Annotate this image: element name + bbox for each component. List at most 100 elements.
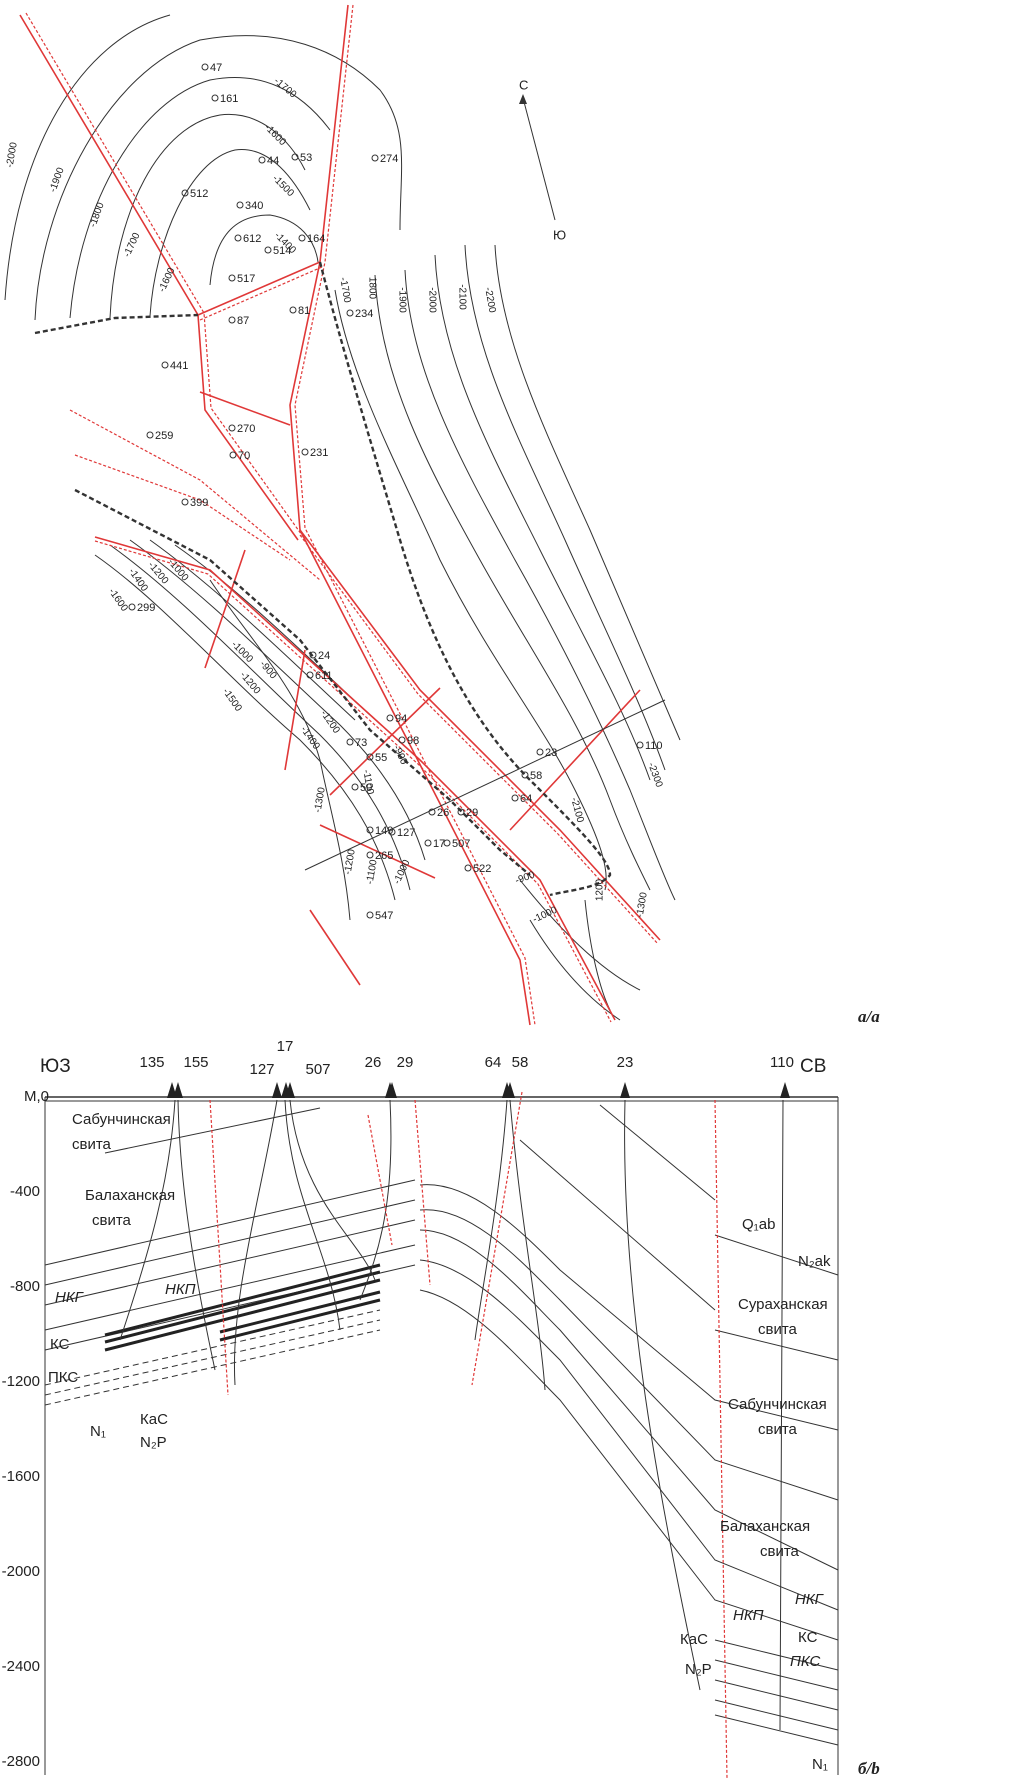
- direction: СВ: [800, 1056, 826, 1077]
- well-head: [272, 1082, 282, 1098]
- well: [181, 498, 189, 506]
- well: [366, 851, 374, 859]
- contour-label: -2000: [5, 141, 20, 169]
- unit-label: свита: [758, 1321, 798, 1338]
- well-label: 507: [305, 1061, 330, 1078]
- unit-label: ПКС: [48, 1369, 78, 1386]
- contour-label: -1700: [122, 231, 143, 259]
- contour-label: -1600: [106, 586, 130, 614]
- unit-label: Балаханская: [720, 1518, 810, 1535]
- contour-label: -1200: [237, 670, 262, 697]
- unit-label: КС: [50, 1336, 70, 1353]
- north-arrow: [522, 97, 556, 221]
- well-label: 50: [360, 782, 372, 794]
- caption: б/b: [858, 1759, 880, 1778]
- contour-label: -1000: [531, 905, 559, 926]
- well: [301, 448, 309, 456]
- contour-label: -1300: [313, 786, 328, 814]
- depth-label: -1200: [2, 1373, 40, 1390]
- contour-label: -1100: [365, 858, 380, 885]
- well: [306, 671, 314, 679]
- well: [511, 794, 519, 802]
- well-label: 522: [473, 863, 491, 875]
- well-label: 26: [437, 807, 449, 819]
- well: [346, 309, 354, 317]
- well: [291, 153, 299, 161]
- well-label: 161: [220, 93, 238, 105]
- well-label: 441: [170, 360, 188, 372]
- well-label: 53: [300, 152, 312, 164]
- well: [443, 839, 451, 847]
- well-label: 340: [245, 200, 263, 212]
- north-arrow-head: [519, 94, 527, 104]
- well-label: 24: [318, 650, 330, 662]
- well-head: [780, 1082, 790, 1098]
- well: [424, 839, 432, 847]
- well-head: [505, 1082, 515, 1098]
- section: б/b ЮЗ СВ: [40, 1056, 880, 1779]
- unit-label: Сабунчинская: [728, 1396, 827, 1413]
- well-label: 58: [530, 770, 542, 782]
- well: [398, 736, 406, 744]
- north-label: С: [519, 77, 528, 92]
- unit-label: КаС: [680, 1631, 708, 1648]
- well: [428, 808, 436, 816]
- well-label: 259: [155, 430, 173, 442]
- boundary: [34, 313, 199, 335]
- well-label: 547: [375, 910, 393, 922]
- contour-label: -1700: [272, 76, 299, 101]
- well-label: 64: [485, 1054, 502, 1071]
- well-label: 17: [277, 1038, 294, 1055]
- well: [371, 154, 379, 162]
- direction: ЮЗ: [40, 1056, 71, 1077]
- unit-label: свита: [760, 1543, 800, 1560]
- contour-label: -1200: [343, 848, 358, 876]
- unit-label: свита: [758, 1421, 798, 1438]
- contour-label: -1500: [220, 686, 244, 714]
- well-label: 44: [267, 155, 279, 167]
- well: [346, 738, 354, 746]
- contour-label: 1800: [366, 277, 377, 300]
- well: [228, 274, 236, 282]
- depth-label: -2800: [2, 1753, 40, 1770]
- well: [289, 306, 297, 314]
- well-label: 299: [137, 602, 155, 614]
- well-label: 231: [310, 447, 328, 459]
- contour-label: -1600: [262, 122, 288, 148]
- boundary: [318, 261, 612, 897]
- well-label: 611: [315, 670, 333, 682]
- boundary: [74, 488, 531, 876]
- well-label: 399: [190, 497, 208, 509]
- unit-label: Сураханская: [738, 1296, 828, 1313]
- well: [457, 808, 465, 816]
- well-head: [173, 1082, 183, 1098]
- unit-label: КаС: [140, 1411, 168, 1428]
- well-label: 87: [237, 315, 249, 327]
- well: [536, 748, 544, 756]
- well: [388, 828, 396, 836]
- well-head: [620, 1082, 630, 1098]
- faults: [209, 1091, 728, 1779]
- unit-label: КС: [798, 1629, 818, 1646]
- unit-label: Q₁ab: [742, 1216, 775, 1233]
- caption: a/a: [858, 1007, 880, 1026]
- well: [229, 451, 237, 459]
- well-label: 512: [190, 188, 208, 200]
- contour-label: 1200: [595, 878, 606, 901]
- well-label: 29: [466, 807, 478, 819]
- well: [236, 201, 244, 209]
- well: [228, 316, 236, 324]
- unit-label: НКП: [165, 1281, 196, 1298]
- well-label: 110: [645, 740, 663, 752]
- depth-label: -400: [10, 1183, 40, 1200]
- contour-label: -1400: [298, 724, 322, 752]
- well-head: [285, 1082, 295, 1098]
- contour-label: -2000: [426, 287, 437, 313]
- well-label: 612: [243, 233, 261, 245]
- well: [264, 246, 272, 254]
- unit-label: НКГ: [795, 1591, 825, 1608]
- well-label: 73: [355, 737, 367, 749]
- well-label: 55: [375, 752, 387, 764]
- well-label: 155: [183, 1054, 208, 1071]
- well-head: [387, 1082, 397, 1098]
